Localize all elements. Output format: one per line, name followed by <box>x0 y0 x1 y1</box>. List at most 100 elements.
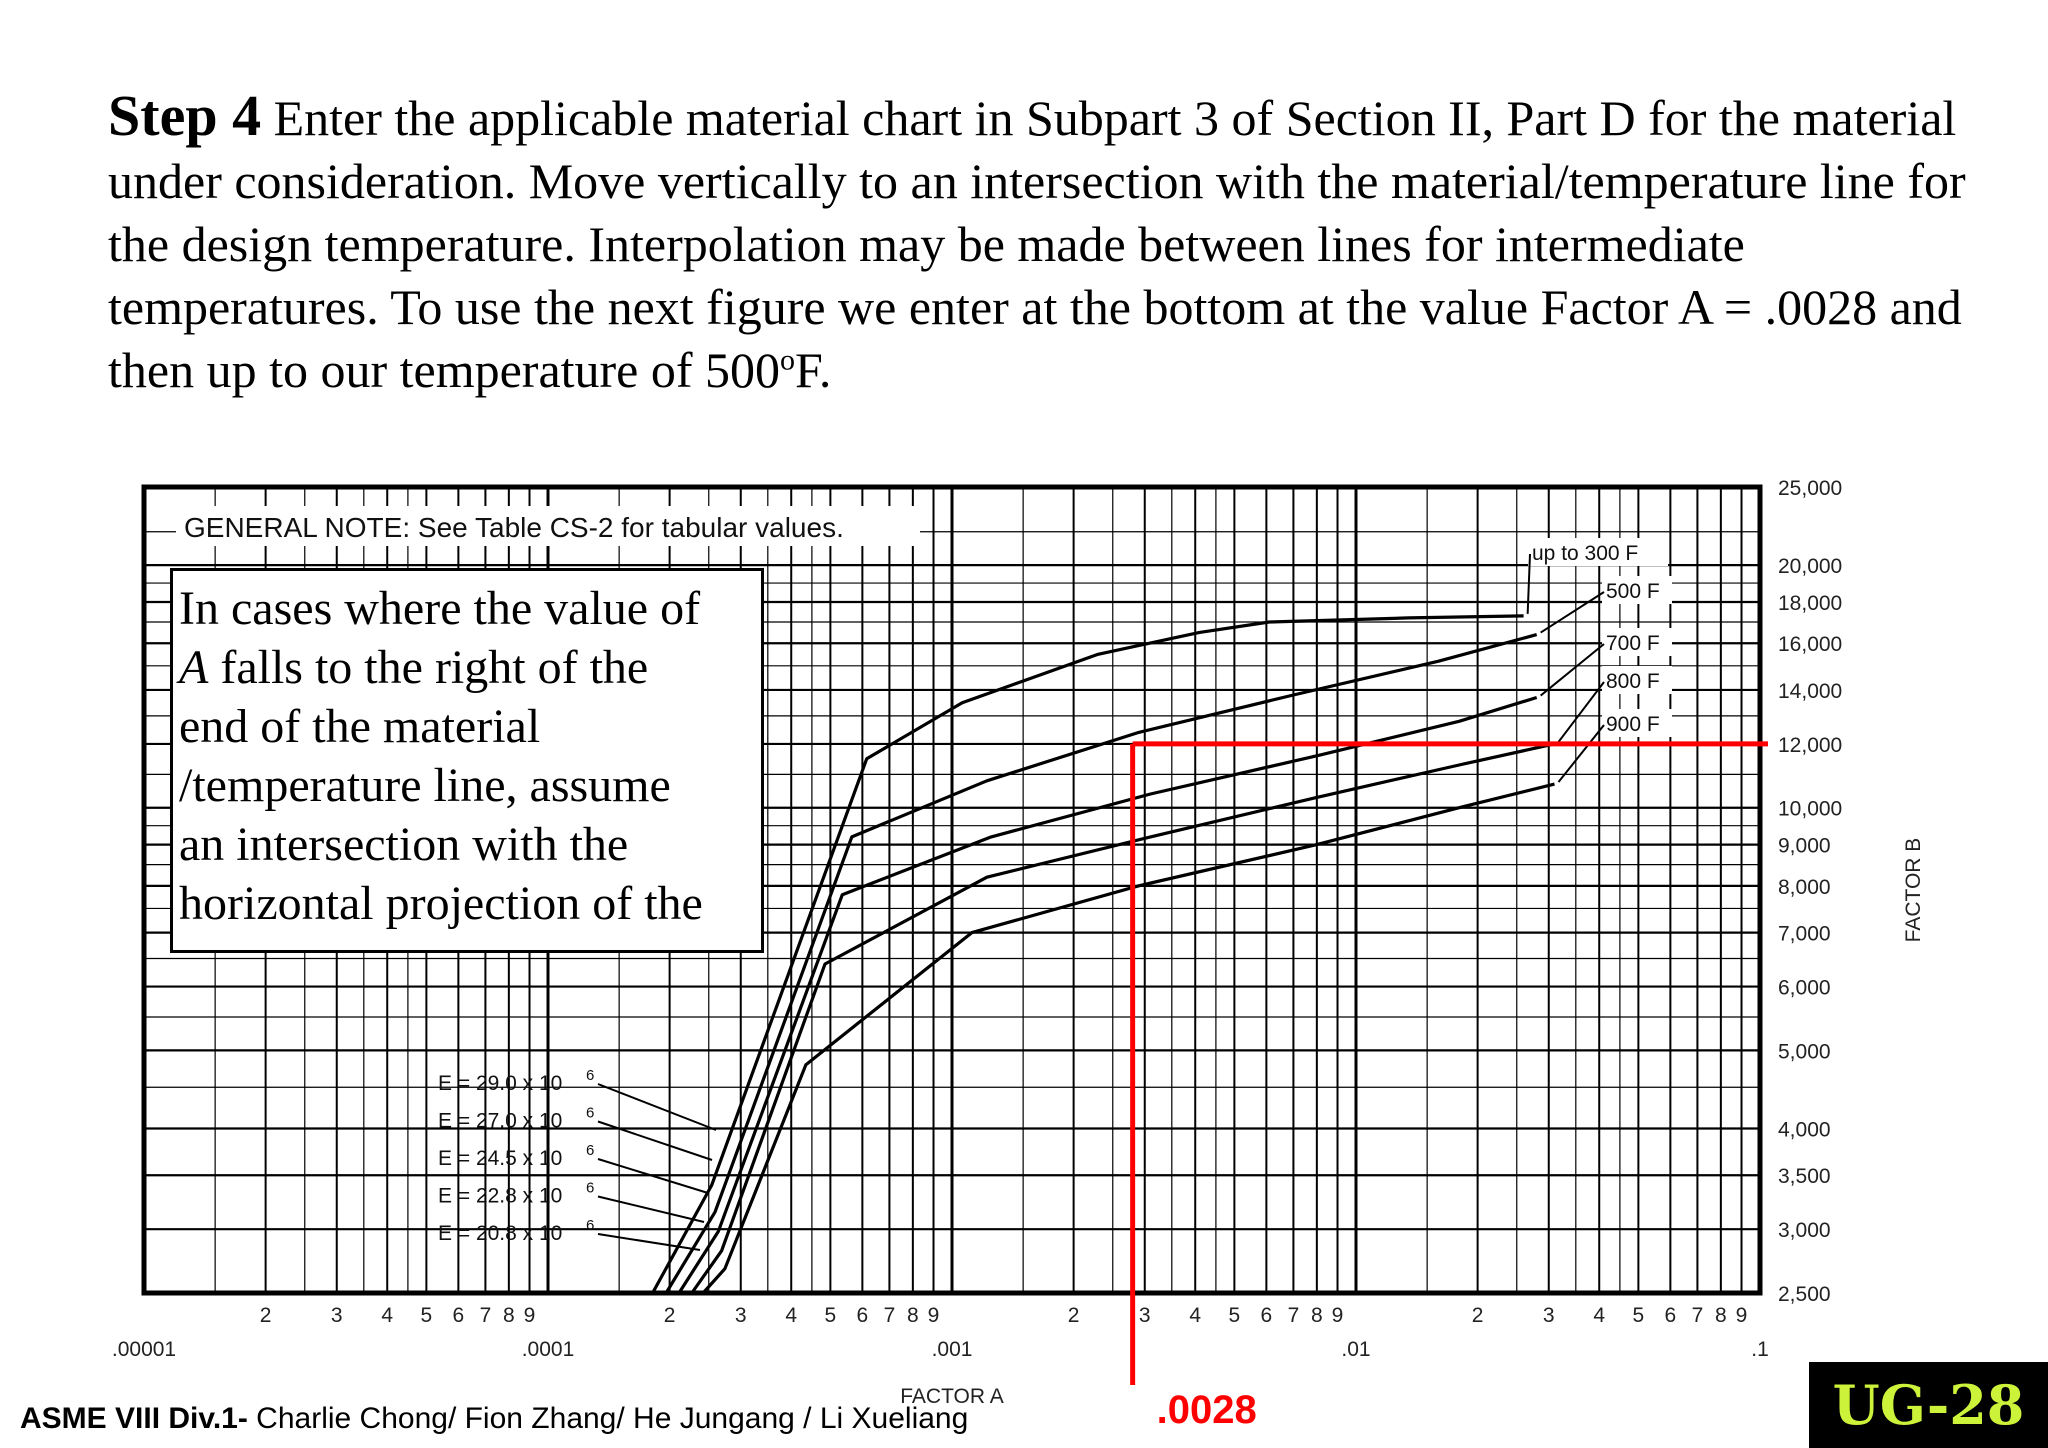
x-minor-label: 3 <box>1543 1304 1555 1327</box>
y-tick-label: 6,000 <box>1778 977 1831 1000</box>
curve-800f <box>690 742 1555 1294</box>
temp-leader <box>1526 553 1531 614</box>
temp-label-bg <box>1528 538 1668 566</box>
x-minor-label: 9 <box>1736 1304 1748 1327</box>
y-tick-label: 9,000 <box>1778 835 1831 858</box>
chart-curves <box>651 614 1555 1295</box>
y-tick-label: 3,500 <box>1778 1165 1831 1188</box>
x-minor-label: 7 <box>480 1304 492 1327</box>
y-tick-label: 2,500 <box>1778 1283 1831 1306</box>
modulus-leader <box>597 1233 701 1251</box>
y-tick-label: 16,000 <box>1778 633 1842 656</box>
modulus-label: E = 22.8 x 10 <box>438 1185 562 1208</box>
x-decade-label: .00001 <box>112 1338 176 1361</box>
temp-leader <box>1540 591 1605 634</box>
x-minor-label: 4 <box>1189 1304 1201 1327</box>
x-minor-label: 3 <box>1139 1304 1151 1327</box>
temp-label-bg <box>1602 709 1672 737</box>
x-decade-label: .001 <box>932 1338 973 1361</box>
x-minor-label: 3 <box>735 1304 747 1327</box>
temp-label: 800 F <box>1606 670 1660 693</box>
y-tick-label: 4,000 <box>1778 1118 1831 1141</box>
x-minor-label: 8 <box>503 1304 515 1327</box>
y-tick-label: 20,000 <box>1778 555 1842 578</box>
note-line-5: an intersection with the <box>179 818 629 871</box>
chart-labels: 25,00020,00018,00016,00014,00012,00010,0… <box>112 477 1925 1408</box>
x-minor-label: 6 <box>1665 1304 1677 1327</box>
x-minor-label: 5 <box>1633 1304 1645 1327</box>
factor-a-value-label: .0028 <box>1157 1388 1257 1432</box>
x-minor-label: 2 <box>1068 1304 1080 1327</box>
modulus-exponent: 6 <box>586 1142 594 1159</box>
temp-label: 500 F <box>1606 580 1660 603</box>
curve-500f <box>664 633 1538 1294</box>
note-italic-a: A <box>179 641 209 694</box>
modulus-label: E = 24.5 x 10 <box>438 1147 562 1170</box>
degree-sup: o <box>780 343 796 377</box>
note-box: In cases where the value of A falls to t… <box>170 568 764 953</box>
x-minor-label: 4 <box>785 1304 797 1327</box>
curve-700f <box>677 695 1538 1294</box>
y-tick-label: 12,000 <box>1778 734 1842 757</box>
y-axis-label: FACTOR B <box>1902 838 1925 943</box>
modulus-leader <box>597 1195 705 1223</box>
x-minor-label: 5 <box>421 1304 433 1327</box>
ug-badge: UG-28 <box>1809 1362 2048 1448</box>
note-line-4: /temperature line, assume <box>179 759 671 812</box>
x-minor-label: 9 <box>524 1304 536 1327</box>
x-minor-label: 9 <box>928 1304 940 1327</box>
y-tick-label: 3,000 <box>1778 1219 1831 1242</box>
x-axis-label: FACTOR A <box>900 1385 1003 1408</box>
x-decade-label: .0001 <box>522 1338 575 1361</box>
x-minor-label: 6 <box>857 1304 869 1327</box>
temp-label: 700 F <box>1606 632 1660 655</box>
chart-annotation: .0028 <box>1130 741 1768 1432</box>
temp-label: 900 F <box>1606 713 1660 736</box>
temp-leader <box>1557 724 1605 783</box>
step-end: F. <box>795 342 832 398</box>
x-minor-label: 8 <box>1715 1304 1727 1327</box>
x-minor-label: 7 <box>1288 1304 1300 1327</box>
x-minor-label: 2 <box>1472 1304 1484 1327</box>
x-minor-label: 7 <box>884 1304 896 1327</box>
footer-authors: Charlie Chong/ Fion Zhang/ He Jungang / … <box>247 1402 969 1435</box>
x-minor-label: 2 <box>664 1304 676 1327</box>
step-label: Step 4 <box>108 83 262 148</box>
y-tick-label: 5,000 <box>1778 1040 1831 1063</box>
y-tick-label: 14,000 <box>1778 680 1842 703</box>
x-minor-label: 7 <box>1692 1304 1704 1327</box>
modulus-label: E = 29.0 x 10 <box>438 1072 562 1095</box>
y-tick-label: 25,000 <box>1778 477 1842 500</box>
modulus-leader <box>597 1083 717 1131</box>
temp-leader <box>1540 643 1605 697</box>
note-line-6: horizontal projection of the <box>179 877 703 930</box>
temp-label: up to 300 F <box>1532 542 1638 565</box>
x-minor-label: 9 <box>1332 1304 1344 1327</box>
step-instructions: Step 4 Enter the applicable material cha… <box>108 84 1988 402</box>
x-minor-label: 4 <box>1593 1304 1605 1327</box>
step-body: Enter the applicable material chart in S… <box>108 90 1966 398</box>
note-line-1: In cases where the value of <box>179 582 701 635</box>
x-minor-label: 5 <box>1229 1304 1241 1327</box>
footer-bold: ASME VIII Div.1- <box>20 1402 248 1435</box>
curve-900f <box>701 782 1555 1295</box>
modulus-label: E = 27.0 x 10 <box>438 1110 562 1133</box>
y-tick-label: 8,000 <box>1778 876 1831 899</box>
note-line-3: end of the material <box>179 700 541 753</box>
footer-credits: ASME VIII Div.1- Charlie Chong/ Fion Zha… <box>20 1402 968 1436</box>
general-note: GENERAL NOTE: See Table CS-2 for tabular… <box>184 512 844 543</box>
note-line-2: falls to the right of the <box>208 641 649 694</box>
x-minor-label: 3 <box>331 1304 343 1327</box>
modulus-leader <box>597 1158 709 1194</box>
general-note-bg <box>176 506 920 546</box>
x-minor-label: 5 <box>825 1304 837 1327</box>
modulus-exponent: 6 <box>586 1180 594 1197</box>
x-minor-label: 8 <box>907 1304 919 1327</box>
modulus-exponent: 6 <box>586 1105 594 1122</box>
modulus-exponent: 6 <box>586 1067 594 1084</box>
x-decade-label: .1 <box>1751 1338 1769 1361</box>
modulus-leader <box>597 1120 713 1161</box>
x-minor-label: 6 <box>1261 1304 1273 1327</box>
chart-frame <box>141 484 1763 1296</box>
